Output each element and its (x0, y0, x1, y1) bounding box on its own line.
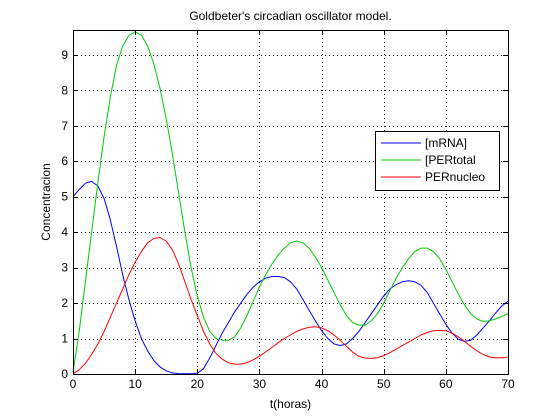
plot-frame (73, 30, 509, 375)
y-tick-label: 1 (61, 332, 68, 346)
chart-title: Goldbeter's circadian oscillator model. (189, 9, 391, 23)
y-tick-label: 9 (61, 48, 68, 62)
legend: [mRNA] [PERtotal PERnucleo (375, 131, 500, 191)
x-tick-label: 50 (377, 377, 391, 391)
x-tick-label: 70 (501, 377, 515, 391)
x-tick-label: 20 (191, 377, 205, 391)
plot-area (73, 30, 508, 374)
x-tick-label: 60 (439, 377, 453, 391)
series-group (72, 31, 509, 375)
legend-box (375, 131, 500, 191)
y-tick-label: 7 (61, 119, 68, 133)
y-tick-label: 2 (61, 296, 68, 310)
legend-label-1: [PERtotal (425, 153, 476, 167)
x-axis-label: t(horas) (270, 397, 311, 411)
y-tick-label: 0 (61, 367, 68, 381)
x-tick-label: 30 (253, 377, 267, 391)
y-tick-label: 4 (61, 225, 68, 239)
y-tick-label: 8 (61, 83, 68, 97)
x-tick-label: 40 (315, 377, 329, 391)
series-line-1 (72, 31, 509, 373)
y-tick-label: 3 (61, 261, 68, 275)
series-line-0 (72, 180, 509, 375)
y-axis-label: Concentracion (39, 163, 53, 240)
x-tick-label: 0 (70, 377, 77, 391)
x-tick-label: 10 (128, 377, 142, 391)
axis-ticks: 0 10 20 30 40 50 60 70 0 1 2 3 4 5 6 7 8 9 (61, 30, 515, 391)
grid (73, 30, 508, 374)
series-line-2 (72, 237, 509, 375)
y-tick-label: 6 (61, 154, 68, 168)
y-tick-label: 5 (61, 190, 68, 204)
legend-label-2: PERnucleo (425, 170, 485, 184)
legend-label-0: [mRNA] (425, 136, 467, 150)
